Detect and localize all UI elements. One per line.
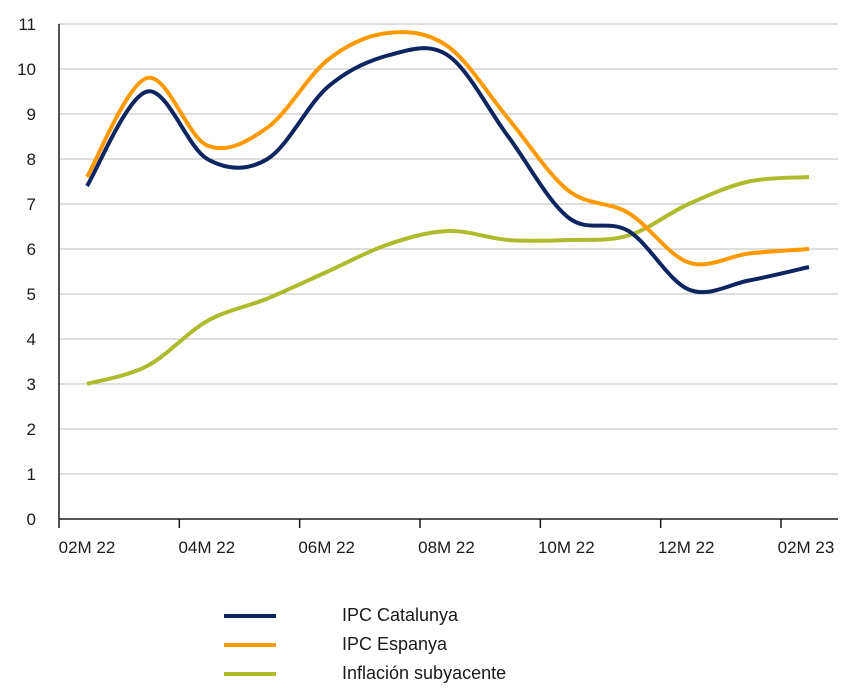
x-tick-label-12m-22: 12M 22 [658, 538, 715, 557]
y-axis-ticks: 0 1 2 3 4 5 6 7 8 9 10 11 [17, 15, 36, 529]
legend-swatch-ipc-catalunya [224, 613, 276, 618]
y-tick-label-3: 3 [27, 375, 36, 394]
x-tick-label-04m-22: 04M 22 [178, 538, 235, 557]
y-tick-label-5: 5 [27, 285, 36, 304]
y-tick-label-11: 11 [18, 15, 36, 34]
y-tick-label-1: 1 [27, 465, 36, 484]
series-lines [85, 30, 810, 386]
gridlines [59, 23, 838, 475]
legend-item-inflacion-subyacente: Inflación subyacente [224, 659, 506, 688]
legend: IPC Catalunya IPC Espanya Inflación suby… [224, 601, 506, 688]
y-tick-label-2: 2 [27, 420, 36, 439]
y-tick-label-8: 8 [27, 150, 36, 169]
series-line-ipc-espanya [85, 30, 810, 267]
x-axis-ticks: 02M 22 04M 22 06M 22 08M 22 10M 22 12M 22 02M … [58, 519, 835, 557]
x-tick-label-08m-22: 08M 22 [418, 538, 475, 557]
legend-item-ipc-espanya: IPC Espanya [224, 630, 506, 659]
line-chart: 0 1 2 3 4 5 6 7 8 9 10 11 02M 22 04M 22 06M 22 08M 22 1… [17, 15, 838, 557]
legend-label-ipc-catalunya: IPC Catalunya [342, 605, 459, 625]
y-tick-label-4: 4 [27, 330, 36, 349]
legend-label-inflacion-subyacente: Inflación subyacente [342, 663, 507, 683]
legend-item-ipc-catalunya: IPC Catalunya [224, 601, 506, 630]
series-line-ipc-catalunya [85, 46, 810, 295]
x-tick-label-10m-22: 10M 22 [538, 538, 595, 557]
y-tick-label-10: 10 [17, 60, 36, 79]
y-tick-label-0: 0 [27, 510, 36, 529]
legend-swatch-inflacion-subyacente [224, 671, 276, 676]
legend-swatch-ipc-espanya [224, 642, 276, 647]
x-tick-label-02m-23: 02M 23 [778, 538, 835, 557]
x-tick-label-06m-22: 06M 22 [298, 538, 355, 557]
y-tick-label-7: 7 [27, 195, 36, 214]
series-line-inflacion-subyacente [86, 175, 810, 386]
x-tick-label-02m-22: 02M 22 [59, 538, 116, 557]
y-tick-label-9: 9 [27, 105, 36, 124]
legend-label-ipc-espanya: IPC Espanya [342, 634, 448, 654]
y-tick-label-6: 6 [27, 240, 36, 259]
